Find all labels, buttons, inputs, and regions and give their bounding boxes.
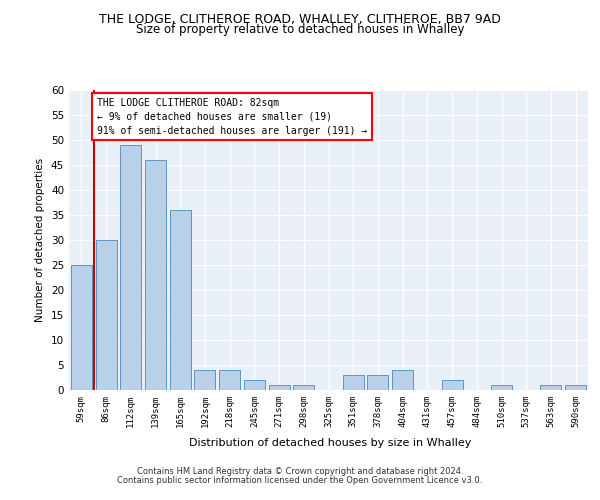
Bar [541,385,562,390]
Bar [95,240,116,390]
Bar [442,380,463,390]
Bar [367,375,388,390]
Bar [491,385,512,390]
Bar [71,265,92,390]
Text: Size of property relative to detached houses in Whalley: Size of property relative to detached ho… [136,22,464,36]
Bar [170,210,191,390]
Bar [145,160,166,390]
Bar [565,385,586,390]
Bar [194,370,215,390]
Text: Contains public sector information licensed under the Open Government Licence v3: Contains public sector information licen… [118,476,482,485]
Text: Contains HM Land Registry data © Crown copyright and database right 2024.: Contains HM Land Registry data © Crown c… [137,467,463,476]
Bar [244,380,265,390]
Text: THE LODGE CLITHEROE ROAD: 82sqm
← 9% of detached houses are smaller (19)
91% of : THE LODGE CLITHEROE ROAD: 82sqm ← 9% of … [97,98,367,136]
Bar [293,385,314,390]
Y-axis label: Number of detached properties: Number of detached properties [35,158,46,322]
Text: THE LODGE, CLITHEROE ROAD, WHALLEY, CLITHEROE, BB7 9AD: THE LODGE, CLITHEROE ROAD, WHALLEY, CLIT… [99,12,501,26]
Bar [219,370,240,390]
Bar [392,370,413,390]
Text: Distribution of detached houses by size in Whalley: Distribution of detached houses by size … [189,438,471,448]
Bar [343,375,364,390]
Bar [269,385,290,390]
Bar [120,145,141,390]
